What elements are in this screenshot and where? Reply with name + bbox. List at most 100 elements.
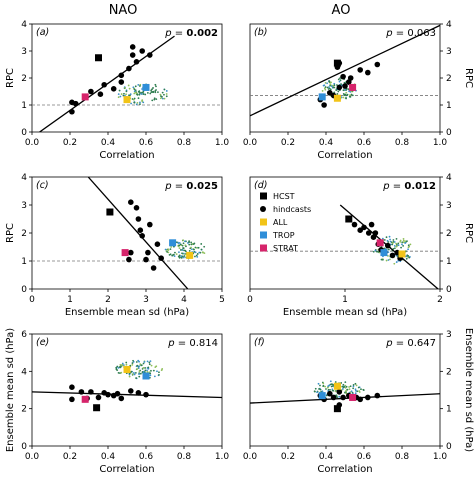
hindcast-point xyxy=(88,389,94,395)
ensemble-point xyxy=(344,390,347,392)
ensemble-point xyxy=(153,375,156,378)
ensemble-point xyxy=(354,382,357,385)
ensemble-point xyxy=(383,239,386,241)
ensemble-point xyxy=(125,361,128,364)
ensemble-point xyxy=(318,388,320,390)
ensemble-point xyxy=(181,252,183,255)
trop-marker xyxy=(318,93,326,101)
ensemble-point xyxy=(117,96,120,99)
ensemble-point xyxy=(338,80,341,83)
ensemble-point xyxy=(190,243,193,246)
ensemble-point xyxy=(146,369,148,372)
hindcast-point xyxy=(88,88,94,95)
ensemble-point xyxy=(196,255,199,258)
y-axis-label: RPC xyxy=(5,68,16,88)
ensemble-point xyxy=(351,94,354,97)
ensemble-point xyxy=(137,359,140,362)
hindcast-point xyxy=(69,384,75,391)
axes-frame xyxy=(31,333,223,447)
ensemble-point xyxy=(389,258,391,261)
ensemble-point xyxy=(163,97,166,100)
ensemble-point xyxy=(328,80,331,83)
hindcast-point xyxy=(342,83,348,89)
ensemble-point xyxy=(335,89,338,92)
ensemble-point xyxy=(142,366,145,369)
x-tick-label: 0.0 xyxy=(25,452,40,462)
ensemble-point xyxy=(395,237,398,240)
ensemble-point xyxy=(340,83,342,85)
ensemble-point xyxy=(148,361,151,364)
ensemble-point xyxy=(329,83,332,86)
legend-marker xyxy=(260,244,267,252)
all-marker xyxy=(333,382,341,390)
y-tick-label: 2 xyxy=(21,405,27,415)
hindcast-point xyxy=(143,256,149,263)
x-tick-label: 0.0 xyxy=(25,138,40,148)
ensemble-point xyxy=(179,243,182,246)
hindcast-point xyxy=(336,84,343,91)
ensemble-point xyxy=(183,255,186,257)
hindcast-point xyxy=(370,234,377,240)
y-tick-label: 0 xyxy=(446,442,452,452)
hcst-marker xyxy=(333,405,341,413)
legend-label: STRAT xyxy=(273,244,298,253)
ensemble-point xyxy=(181,249,184,251)
ensemble-point xyxy=(386,239,389,242)
ensemble-point xyxy=(345,97,347,100)
hindcast-point xyxy=(147,221,153,228)
ensemble-point xyxy=(352,385,355,388)
hindcast-point xyxy=(361,224,367,231)
ensemble-point xyxy=(180,255,183,258)
p-value: p = 0.012 xyxy=(382,181,436,192)
legend-marker xyxy=(260,206,266,212)
ensemble-point xyxy=(135,92,138,95)
ensemble-point xyxy=(173,255,176,258)
ensemble-point xyxy=(342,388,344,390)
ensemble-point xyxy=(203,252,206,255)
ensemble-point xyxy=(149,92,152,95)
ensemble-point xyxy=(117,371,120,374)
ensemble-point xyxy=(135,103,138,106)
ensemble-point xyxy=(122,94,125,97)
hindcast-point xyxy=(336,389,343,395)
ensemble-point xyxy=(133,90,136,93)
hindcast-point xyxy=(368,221,375,228)
ensemble-point xyxy=(138,93,141,96)
y-tick-label: 0 xyxy=(21,442,27,452)
x-tick-label: 0.4 xyxy=(319,452,334,462)
hindcast-point xyxy=(114,390,121,397)
ensemble-point xyxy=(142,101,145,104)
ensemble-point xyxy=(342,383,345,386)
ensemble-point xyxy=(178,251,180,254)
x-tick-label: 0.6 xyxy=(357,452,372,462)
x-tick-label: 0.2 xyxy=(63,452,77,462)
hindcast-point xyxy=(129,44,136,50)
ensemble-point xyxy=(132,359,134,362)
y-tick-label: 3 xyxy=(446,330,452,340)
ensemble-point xyxy=(144,367,147,369)
ensemble-point xyxy=(188,243,191,246)
y-tick-label: 3 xyxy=(21,201,27,211)
all-marker xyxy=(123,96,131,104)
ensemble-point xyxy=(331,383,334,386)
y-tick-label: 3 xyxy=(446,201,452,211)
ensemble-point xyxy=(139,101,141,104)
regression-line xyxy=(32,391,222,399)
p-value: p = 0.814 xyxy=(167,338,218,349)
ensemble-point xyxy=(200,248,203,251)
legend-label: HCST xyxy=(273,192,295,201)
ensemble-point xyxy=(400,246,402,249)
ensemble-point xyxy=(396,244,398,246)
ensemble-point xyxy=(329,389,331,391)
ensemble-point xyxy=(131,98,134,100)
x-tick-label: 2 xyxy=(437,295,443,305)
ensemble-point xyxy=(337,78,340,81)
ensemble-point xyxy=(164,248,167,251)
ensemble-point xyxy=(334,390,337,393)
ensemble-point xyxy=(392,241,394,244)
ensemble-point xyxy=(149,360,152,363)
ensemble-point xyxy=(170,246,173,248)
ensemble-point xyxy=(133,373,136,376)
x-tick-label: 1 xyxy=(67,295,73,305)
ensemble-point xyxy=(322,382,325,385)
